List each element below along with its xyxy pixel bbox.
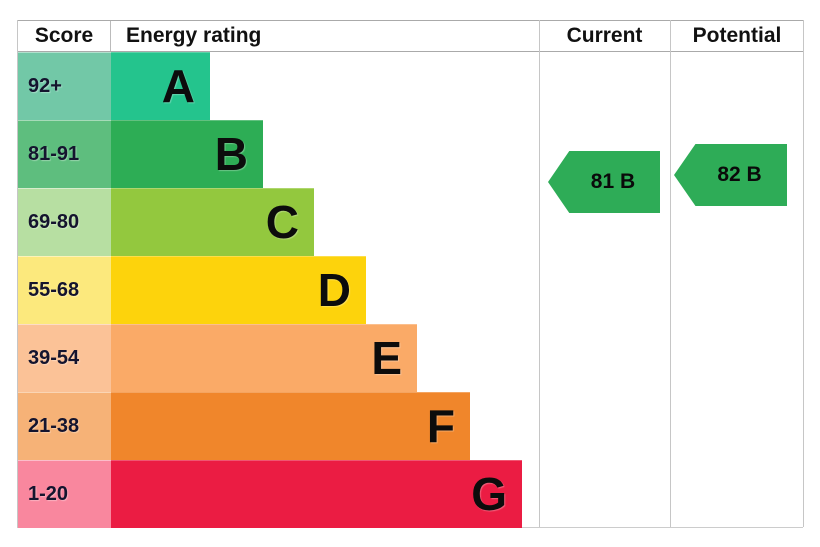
score-range-a: 92+ (18, 52, 111, 120)
rating-bar-c: C (111, 188, 314, 256)
rating-letter-a: A (161, 60, 196, 112)
score-range-d: 55-68 (18, 256, 111, 324)
current-rating-arrow: 81 B (548, 151, 660, 213)
rating-bar-g: G (111, 460, 522, 528)
band-row-g: 1-20 G (18, 460, 539, 528)
current-column-header: Current (566, 24, 643, 47)
current-column-divider (539, 20, 540, 527)
band-row-c: 69-80 C (18, 188, 539, 256)
rating-bar-f: F (111, 392, 470, 460)
energy-rating-column-header: Energy rating (126, 24, 262, 47)
table-right-border (803, 20, 804, 527)
score-range-b: 81-91 (18, 120, 111, 188)
rating-letter-c: C (265, 196, 300, 248)
current-rating-label: 81 B (590, 170, 636, 193)
rating-bar-d: D (111, 256, 366, 324)
score-range-g: 1-20 (18, 460, 111, 528)
band-row-f: 21-38 F (18, 392, 539, 460)
rating-letter-g: G (471, 468, 508, 520)
chart-header-row: Score Energy rating Current Potential (18, 20, 804, 52)
band-row-b: 81-91 B (18, 120, 539, 188)
rating-letter-b: B (214, 128, 249, 180)
score-column-header: Score (18, 21, 111, 51)
rating-bar-a: A (111, 52, 210, 120)
band-row-a: 92+ A (18, 52, 539, 120)
rating-letter-e: E (371, 332, 403, 384)
chart-table: Score Energy rating Current Potential 92… (17, 20, 804, 528)
potential-column-header: Potential (692, 24, 782, 47)
band-row-d: 55-68 D (18, 256, 539, 324)
rating-letter-d: D (317, 264, 352, 316)
rating-letter-f: F (426, 400, 456, 452)
score-range-c: 69-80 (18, 188, 111, 256)
band-rows: 92+ A 81-91 B 69-80 C 55-68 D 39-54 E 21… (18, 52, 804, 528)
score-range-f: 21-38 (18, 392, 111, 460)
score-range-e: 39-54 (18, 324, 111, 392)
rating-bar-b: B (111, 120, 263, 188)
band-row-e: 39-54 E (18, 324, 539, 392)
potential-rating-label: 82 B (717, 163, 762, 186)
rating-bar-e: E (111, 324, 417, 392)
potential-rating-arrow: 82 B (674, 144, 787, 206)
potential-column-divider (670, 20, 671, 527)
